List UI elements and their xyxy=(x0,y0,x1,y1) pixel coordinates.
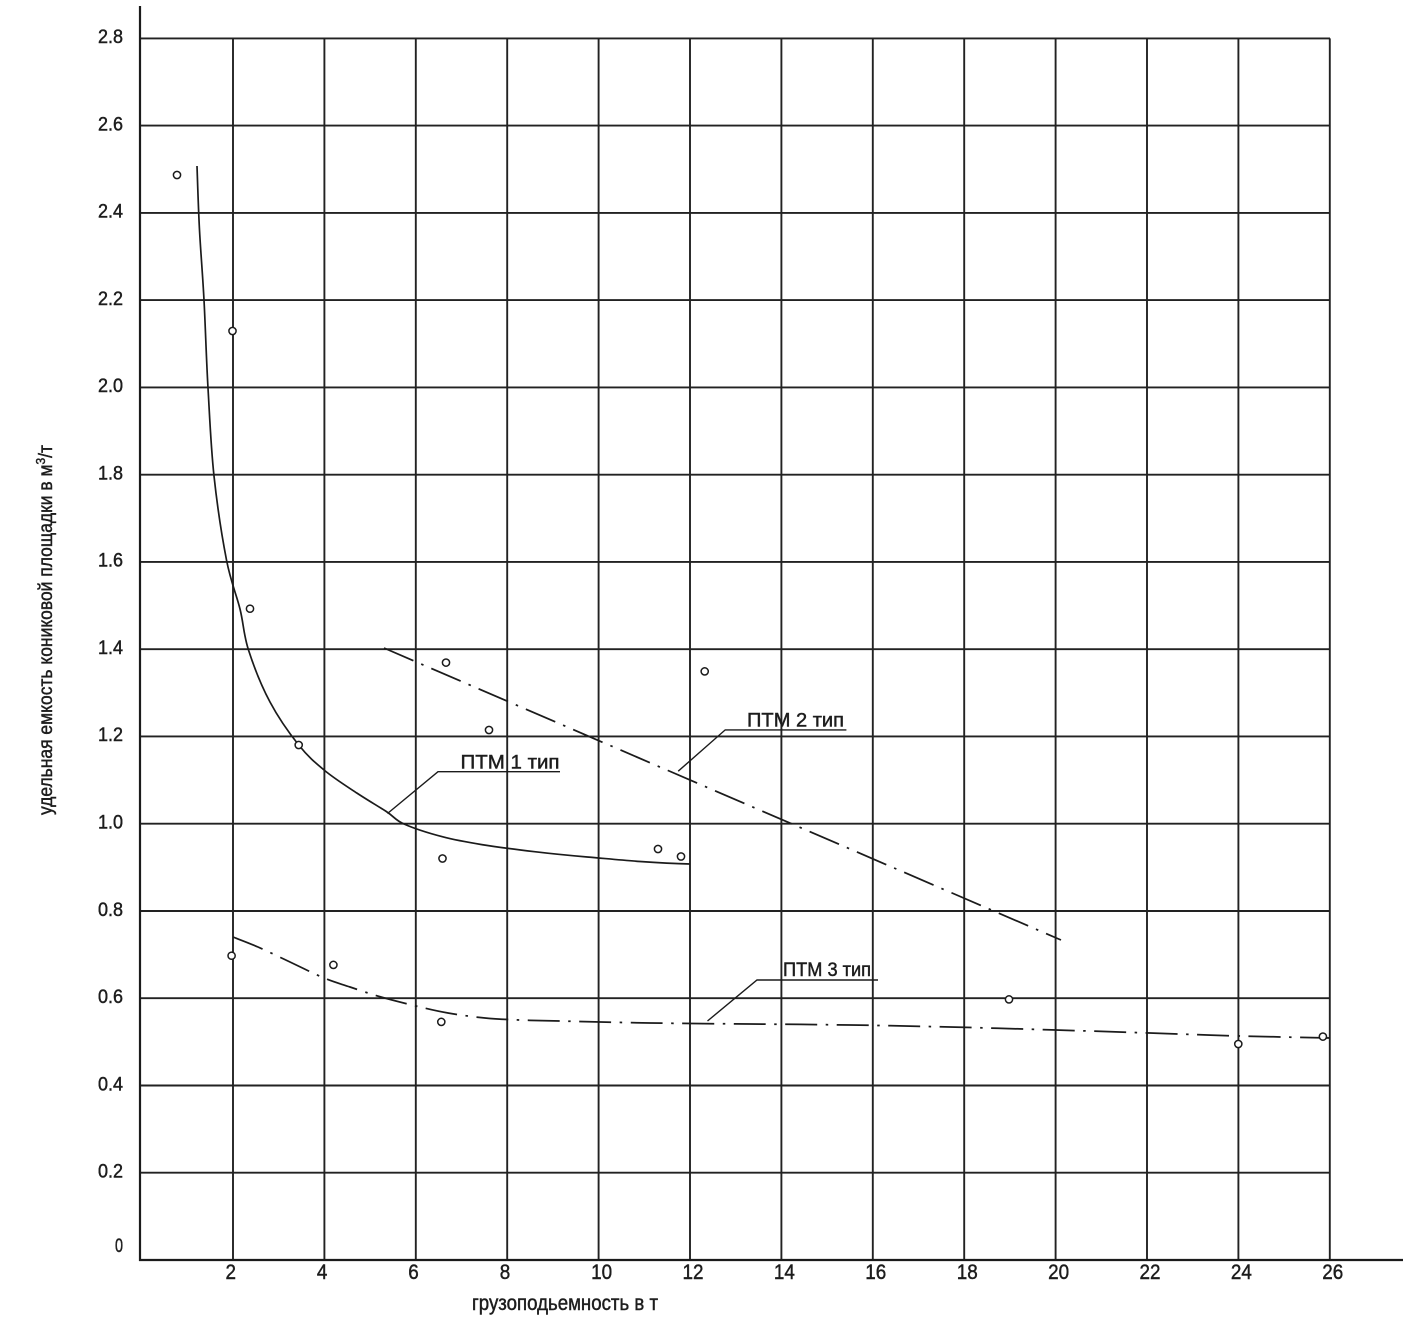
svg-text:0: 0 xyxy=(115,1236,123,1257)
svg-text:2.6: 2.6 xyxy=(98,114,123,135)
svg-text:24: 24 xyxy=(1231,1261,1252,1284)
svg-text:6: 6 xyxy=(408,1261,419,1284)
svg-text:2.8: 2.8 xyxy=(98,27,123,48)
svg-text:ПТМ 1 тип: ПТМ 1 тип xyxy=(461,751,560,773)
svg-text:20: 20 xyxy=(1048,1261,1069,1284)
svg-text:0.6: 0.6 xyxy=(98,987,123,1008)
svg-text:грузоподьемность в т: грузоподьемность в т xyxy=(472,1292,658,1315)
svg-text:0.2: 0.2 xyxy=(98,1162,123,1183)
svg-text:удельная емкость кониковой пло: удельная емкость кониковой площадки в м3… xyxy=(33,445,57,815)
svg-text:ПТМ 3 тип: ПТМ 3 тип xyxy=(783,959,871,981)
svg-text:1.0: 1.0 xyxy=(98,813,123,834)
svg-text:10: 10 xyxy=(591,1261,612,1284)
svg-text:22: 22 xyxy=(1140,1261,1161,1284)
svg-text:18: 18 xyxy=(957,1261,978,1284)
svg-text:26: 26 xyxy=(1322,1261,1343,1284)
svg-text:8: 8 xyxy=(500,1261,511,1284)
svg-text:1.4: 1.4 xyxy=(98,638,123,659)
svg-text:2: 2 xyxy=(226,1261,237,1284)
svg-text:4: 4 xyxy=(317,1261,328,1284)
svg-text:16: 16 xyxy=(865,1261,886,1284)
svg-text:2.2: 2.2 xyxy=(98,289,123,310)
svg-text:12: 12 xyxy=(683,1261,704,1284)
svg-text:ПТМ 2 тип: ПТМ 2 тип xyxy=(747,710,844,732)
svg-text:0.8: 0.8 xyxy=(98,900,123,921)
svg-text:1.6: 1.6 xyxy=(98,551,123,572)
svg-text:1.2: 1.2 xyxy=(98,725,123,746)
svg-text:2.4: 2.4 xyxy=(98,202,123,223)
svg-text:0.4: 0.4 xyxy=(98,1074,123,1095)
svg-text:1.8: 1.8 xyxy=(98,464,123,485)
svg-text:2.0: 2.0 xyxy=(98,376,123,397)
svg-text:14: 14 xyxy=(774,1261,795,1284)
